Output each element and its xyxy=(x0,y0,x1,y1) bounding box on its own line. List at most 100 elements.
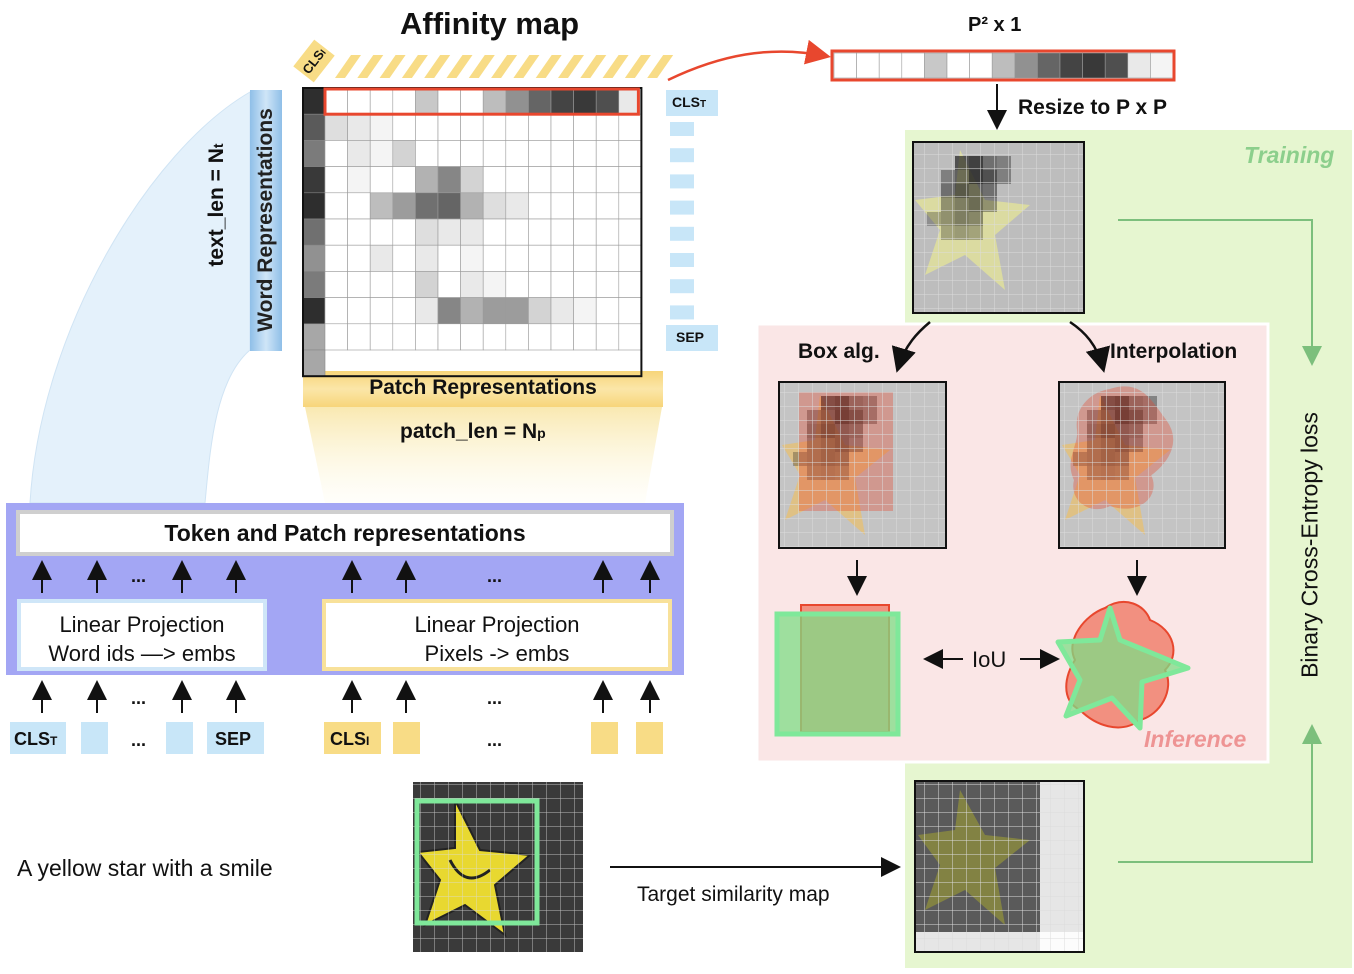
affinity-cell xyxy=(550,218,574,246)
vector-cell xyxy=(1150,52,1174,79)
affinity-cell xyxy=(573,271,597,298)
similarity-vector xyxy=(830,49,1176,82)
affinity-cell xyxy=(324,140,348,167)
affinity-cell xyxy=(550,297,574,325)
affinity-cell xyxy=(347,271,371,298)
affinity-cell xyxy=(460,166,484,194)
patch-token-2 xyxy=(591,722,618,754)
vector-cell xyxy=(924,52,948,79)
word-cell xyxy=(302,113,326,141)
word-cell xyxy=(302,349,326,377)
vector-cell xyxy=(1082,52,1106,79)
affinity-cell xyxy=(550,87,574,115)
affinity-cell xyxy=(482,297,507,325)
affinity-cell xyxy=(460,87,484,115)
patch-token-diagonal xyxy=(647,55,674,78)
token-ellipsis-2: ... xyxy=(487,730,503,750)
affinity-cell xyxy=(437,87,461,115)
affinity-cell xyxy=(347,323,371,351)
affinity-cell xyxy=(505,140,529,167)
affinity-cell xyxy=(618,271,642,298)
right-word-token xyxy=(670,148,694,163)
affinity-cell xyxy=(573,323,597,351)
cls-t-right-label: CLST xyxy=(672,94,707,110)
affinity-cell xyxy=(550,192,574,220)
affinity-cell xyxy=(528,166,552,194)
affinity-matrix xyxy=(302,87,643,378)
affinity-cell xyxy=(595,192,620,220)
affinity-cell xyxy=(324,323,348,351)
token-ellipsis-1: ... xyxy=(131,730,147,750)
affinity-cell xyxy=(528,113,552,141)
patch-token-diagonal xyxy=(424,55,451,78)
cls-t-token-label: CLST xyxy=(14,729,58,749)
affinity-cell xyxy=(595,113,620,141)
affinity-cell xyxy=(369,166,394,194)
inference-label: Inference xyxy=(1144,726,1247,752)
affinity-cell xyxy=(324,113,348,141)
interpolation-label: Interpolation xyxy=(1110,340,1238,363)
patch-token-diagonal xyxy=(602,55,629,78)
band-arrows xyxy=(32,560,660,713)
patch-token-1 xyxy=(393,722,420,754)
box-alg-image xyxy=(778,381,947,549)
affinity-cell xyxy=(482,113,507,141)
patch-token-3 xyxy=(636,722,663,754)
affinity-cell xyxy=(595,218,620,246)
affinity-cell xyxy=(437,113,461,141)
affinity-cell xyxy=(573,166,597,194)
affinity-cell xyxy=(595,244,620,272)
patch-token-diagonals xyxy=(335,55,674,78)
affinity-cell xyxy=(437,244,461,272)
patch-token-diagonal xyxy=(513,55,540,78)
sep-right-label: SEP xyxy=(676,329,705,345)
sep-right-tag xyxy=(666,325,718,351)
band-ellipsis-2: ... xyxy=(487,566,503,586)
affinity-cell xyxy=(392,297,416,325)
vector-cell xyxy=(856,52,880,79)
cls-t-token xyxy=(10,722,66,754)
affinity-cell xyxy=(550,323,574,351)
right-word-token xyxy=(670,279,694,294)
affinity-cell xyxy=(618,166,642,194)
patch-fan xyxy=(305,407,662,503)
text-len-label: text_len = Nt xyxy=(205,143,228,267)
right-word-token xyxy=(670,253,694,267)
pixel-proj-label: Linear Projection Pixels -> embs xyxy=(414,612,580,666)
vector-label: P² x 1 xyxy=(968,14,1022,36)
affinity-cell xyxy=(482,87,507,115)
low-ellipsis-1: ... xyxy=(131,688,147,708)
affinity-cell xyxy=(460,244,484,272)
affinity-cell xyxy=(415,244,439,272)
affinity-cell xyxy=(415,271,439,298)
iou-gt-shape xyxy=(1055,605,1191,731)
bce-loss-label: Binary Cross-Entropy loss xyxy=(1296,412,1323,678)
affinity-cell xyxy=(482,192,507,220)
iou-label: IoU xyxy=(972,647,1007,672)
box-alg-label: Box alg. xyxy=(798,340,880,363)
affinity-cell xyxy=(324,166,348,194)
affinity-cell xyxy=(595,271,620,298)
affinity-cell xyxy=(618,323,642,351)
affinity-cell xyxy=(482,166,507,194)
affinity-cell xyxy=(369,192,394,220)
token-patch-box xyxy=(16,510,674,556)
affinity-cell xyxy=(392,323,416,351)
low-ellipsis-2: ... xyxy=(487,688,503,708)
vector-cell xyxy=(1037,52,1061,79)
affinity-cell xyxy=(460,271,484,298)
to-vector-arrow xyxy=(667,39,831,82)
word-cell xyxy=(302,87,326,115)
vector-cell xyxy=(991,52,1016,79)
vector-cell xyxy=(1127,52,1151,79)
affinity-cell xyxy=(550,166,574,194)
affinity-cell xyxy=(347,218,371,246)
affinity-cell xyxy=(618,244,642,272)
word-cell xyxy=(302,244,326,272)
right-word-token xyxy=(670,122,694,136)
right-word-tokens xyxy=(670,122,694,320)
vector-cell xyxy=(1059,52,1083,79)
affinity-cell xyxy=(392,271,416,298)
affinity-cell xyxy=(460,113,484,141)
